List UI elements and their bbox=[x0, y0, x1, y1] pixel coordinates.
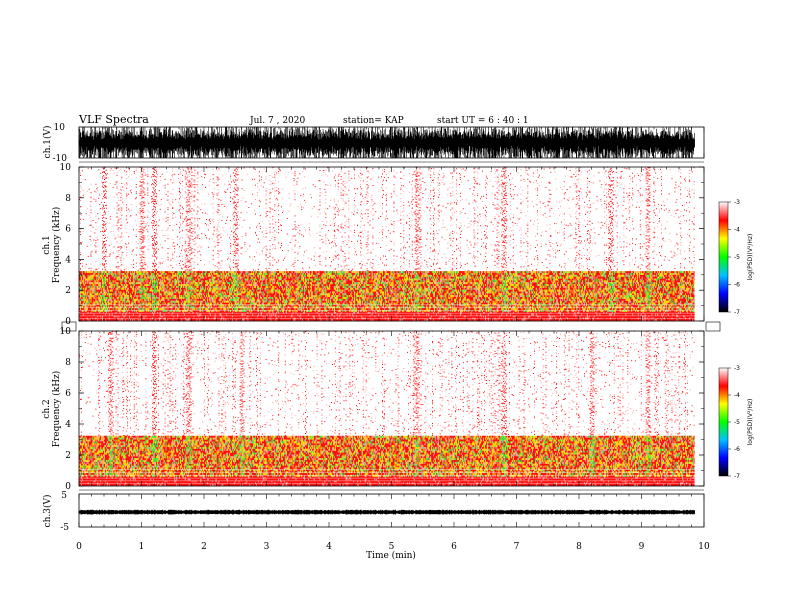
spectrogram-empty-region bbox=[694, 331, 704, 486]
tick-layer bbox=[61, 127, 721, 527]
colorbar-tick-label: -4 bbox=[734, 227, 740, 234]
colorbar-tick-label: -7 bbox=[734, 309, 740, 316]
colorbar-tick-label: -7 bbox=[734, 473, 740, 480]
ch1-spec-ylabel-top: ch.1 bbox=[42, 235, 52, 254]
station-label: station= KAP bbox=[343, 116, 404, 126]
freq-tick-label: 6 bbox=[65, 225, 71, 235]
time-tick-label: 8 bbox=[576, 542, 582, 552]
ch1-ylabel: ch.1(V) bbox=[42, 126, 53, 159]
freq-tick-label: 4 bbox=[65, 255, 71, 265]
date-label: Jul. 7 , 2020 bbox=[249, 116, 305, 126]
colorbar-tick-label: -3 bbox=[734, 365, 740, 372]
colorbar-tick-label: -5 bbox=[734, 254, 740, 261]
ch2-spectrogram-panel: 0 2 4 6 8 10 bbox=[60, 327, 705, 492]
start-time-label: start UT = 6 : 40 : 1 bbox=[437, 116, 529, 126]
spectrogram-high-power bbox=[79, 435, 695, 477]
x-axis-label: Time (min) bbox=[366, 550, 416, 561]
ch1-ytick-label: 10 bbox=[54, 123, 66, 133]
colorbar-tick-label: -4 bbox=[734, 392, 740, 399]
ch1-spec-ylabel-bottom: Frequency (kHz) bbox=[51, 207, 62, 284]
spectrogram-mid-power bbox=[79, 166, 695, 322]
time-tick-label: 9 bbox=[639, 542, 645, 552]
spectrogram-peak-power bbox=[79, 271, 695, 312]
colorbar-label: log(PSD)(V²/Hz) bbox=[747, 234, 754, 281]
ch1-waveform-panel: 10 -10 bbox=[53, 123, 705, 164]
time-tick-label: 7 bbox=[514, 542, 520, 552]
spectrogram-mid-power bbox=[79, 330, 695, 487]
time-tick-label: 2 bbox=[201, 542, 207, 552]
freq-tick-label: 8 bbox=[65, 194, 71, 204]
time-tick-label: 10 bbox=[698, 542, 710, 552]
time-tick-label: 4 bbox=[326, 542, 332, 552]
ch3-waveform-panel: 5 -5 bbox=[60, 491, 705, 533]
colorbar-ch1: -3 -4 -5 -6 -7 log(PSD)(V²/Hz) bbox=[718, 199, 754, 316]
spectrogram-low-power bbox=[79, 330, 695, 487]
time-tick-label: 5 bbox=[389, 542, 395, 552]
freq-tick-label: 10 bbox=[60, 327, 72, 337]
ch2-spec-ylabel-top: ch.2 bbox=[42, 399, 52, 418]
ch3-ylabel: ch.3(V) bbox=[42, 495, 53, 528]
time-tick-label: 0 bbox=[76, 542, 82, 552]
time-tick-label: 6 bbox=[451, 542, 457, 552]
colorbar-swatch bbox=[718, 367, 729, 477]
ch3-ytick-label: 5 bbox=[61, 491, 67, 501]
ch3-waveform-trace bbox=[78, 509, 696, 515]
ch1-ytick-label: -10 bbox=[53, 154, 68, 164]
colorbar-tick-label: -6 bbox=[734, 282, 740, 289]
colorbar-label: log(PSD)(V²/Hz) bbox=[747, 399, 754, 446]
spectrogram-peak-power bbox=[79, 435, 695, 477]
freq-tick-label: 8 bbox=[65, 358, 71, 368]
time-tick-label: 3 bbox=[264, 542, 270, 552]
ch1-waveform-trace bbox=[78, 127, 695, 158]
colorbar-swatch bbox=[718, 201, 729, 313]
colorbar-ch2: -3 -4 -5 -6 -7 log(PSD)(V²/Hz) bbox=[718, 365, 754, 480]
spectrogram-empty-region bbox=[694, 167, 704, 321]
colorbar-tick-label: -5 bbox=[734, 419, 740, 426]
freq-tick-label: 6 bbox=[65, 389, 71, 399]
freq-tick-label: 4 bbox=[65, 420, 71, 430]
freq-tick-label: 0 bbox=[65, 482, 71, 492]
colorbar-tick-label: -6 bbox=[734, 446, 740, 453]
spectrogram-low-power bbox=[79, 166, 695, 322]
freq-tick-label: 2 bbox=[65, 286, 71, 296]
ch2-spec-ylabel-bottom: Frequency (kHz) bbox=[51, 371, 62, 448]
figure-title: VLF Spectra bbox=[78, 113, 149, 126]
freq-tick-label: 10 bbox=[60, 163, 72, 173]
panel-gap-marker bbox=[61, 321, 77, 332]
freq-tick-label: 2 bbox=[65, 451, 71, 461]
panel-gap-marker bbox=[705, 321, 721, 332]
colorbar-tick-label: -3 bbox=[734, 199, 740, 206]
ch3-ytick-label: -5 bbox=[60, 523, 69, 533]
time-tick-label: 1 bbox=[139, 542, 145, 552]
